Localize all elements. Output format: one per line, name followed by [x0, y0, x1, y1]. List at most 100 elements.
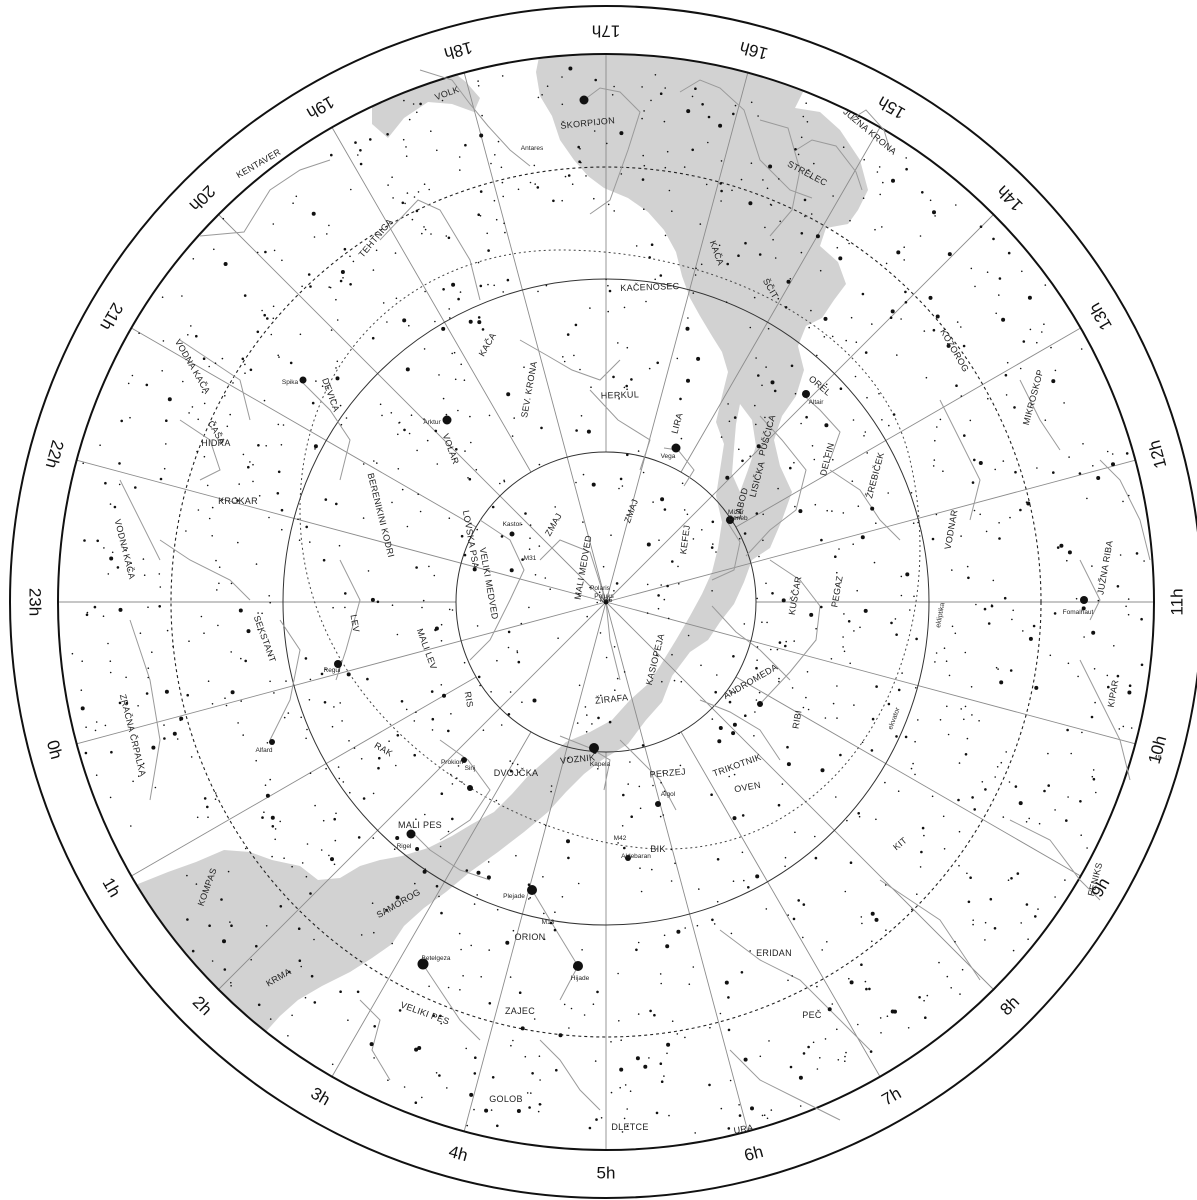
star: [1092, 777, 1096, 781]
star: [330, 857, 334, 862]
star: [1140, 617, 1143, 621]
star: [238, 608, 243, 613]
star: [762, 513, 764, 516]
star: [340, 270, 345, 274]
star: [855, 341, 858, 344]
star: [246, 629, 251, 634]
star: [1053, 612, 1057, 615]
star: [897, 688, 901, 692]
star: [738, 1114, 742, 1117]
star: [683, 509, 686, 511]
star: [1067, 796, 1069, 798]
star: [256, 330, 260, 334]
star: [732, 722, 737, 727]
star: [643, 110, 645, 112]
star: [273, 692, 275, 694]
star: [716, 674, 718, 676]
star: [451, 282, 456, 287]
star: [291, 865, 293, 868]
star-label: Algol: [661, 791, 676, 798]
star: [831, 1003, 834, 1005]
star: [814, 856, 818, 860]
star: [592, 1003, 595, 1005]
star: [654, 74, 657, 76]
star: [974, 285, 976, 288]
star: [509, 568, 514, 573]
star: [456, 777, 458, 779]
star: [568, 1027, 570, 1029]
star: [297, 927, 301, 930]
star: [678, 732, 680, 735]
star: [423, 348, 426, 350]
star: [1012, 949, 1015, 952]
star: [320, 849, 323, 851]
star: [784, 865, 786, 868]
star: [805, 696, 807, 699]
star: [566, 839, 570, 844]
star: [493, 199, 496, 202]
star: [676, 1033, 679, 1035]
star: [800, 251, 803, 254]
star: [923, 999, 925, 1002]
star: [741, 459, 744, 463]
star: [871, 323, 873, 325]
star: [956, 321, 959, 323]
star: [334, 839, 337, 842]
star: [960, 395, 963, 397]
star: [1119, 554, 1122, 556]
star: [491, 505, 495, 509]
star: [836, 584, 838, 587]
star: [597, 768, 599, 770]
star: [1122, 725, 1125, 728]
star: [686, 513, 689, 516]
star: [470, 441, 472, 444]
star: [921, 191, 924, 194]
star: [791, 975, 793, 977]
star-label: Regul: [324, 667, 342, 674]
star: [756, 444, 761, 449]
star: [206, 484, 209, 487]
star: [440, 911, 443, 915]
star: [395, 297, 398, 300]
star: [946, 343, 951, 348]
star: [158, 605, 161, 608]
star: [1064, 879, 1066, 881]
star: [1081, 731, 1083, 734]
star: [755, 874, 760, 879]
star: [929, 199, 932, 202]
star: [890, 621, 893, 625]
star: [577, 145, 580, 149]
star: [550, 785, 553, 787]
star: [618, 487, 620, 490]
star: [919, 866, 922, 868]
star: [719, 1012, 722, 1015]
star: [466, 1124, 469, 1127]
star: [649, 1009, 652, 1013]
star: [860, 963, 863, 966]
star: [776, 648, 779, 651]
star: [907, 1027, 910, 1029]
star: [1010, 877, 1013, 880]
star: [510, 1044, 512, 1047]
star: [718, 244, 721, 247]
star-label: Prokion: [441, 759, 463, 766]
star: [619, 477, 623, 481]
star: [1037, 908, 1039, 910]
star: [241, 357, 245, 361]
star: [464, 143, 467, 147]
star: [554, 911, 556, 913]
star: [836, 717, 838, 719]
star: [951, 569, 953, 571]
star: [943, 647, 946, 649]
hour-line-6: [605, 601, 749, 1132]
star: [737, 254, 740, 257]
constellation-label: RIBI: [790, 709, 803, 729]
star: [770, 648, 772, 651]
star: [852, 543, 854, 545]
star: [789, 278, 792, 280]
star: [470, 522, 472, 525]
star: [617, 972, 619, 975]
star: [666, 150, 669, 153]
star: [720, 189, 723, 193]
star: [1027, 938, 1029, 940]
